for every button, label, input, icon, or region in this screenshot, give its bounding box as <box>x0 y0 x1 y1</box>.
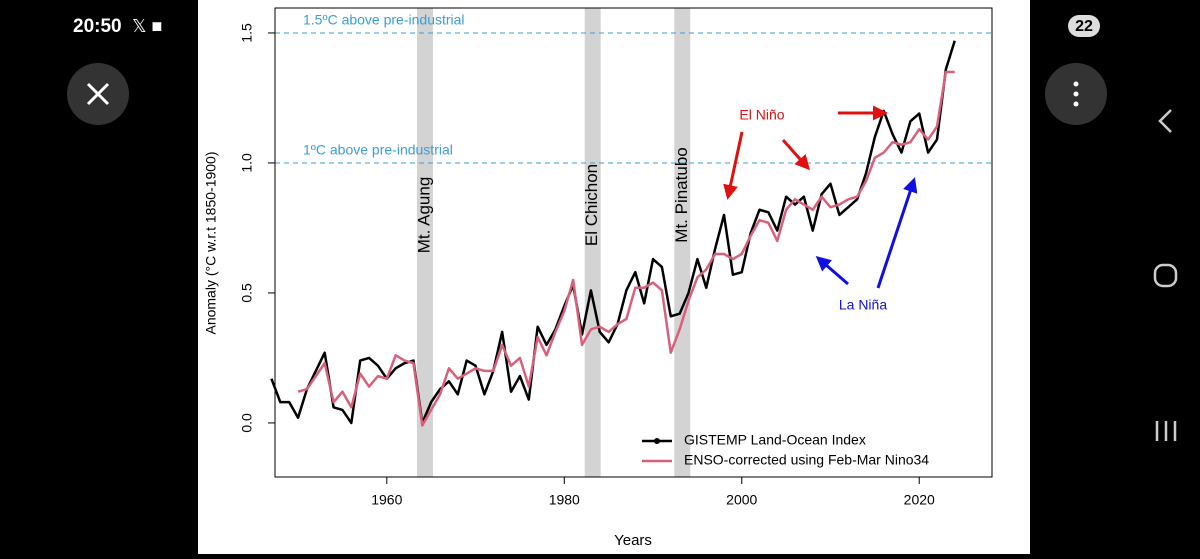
x-tick-label: 2000 <box>726 492 757 508</box>
series-line <box>297 70 955 427</box>
recents-button[interactable] <box>1155 421 1177 441</box>
legend-marker <box>654 438 660 444</box>
y-axis-label: Anomaly (°C w.r.t 1850-1900) <box>203 151 219 334</box>
y-tick-label: 0.5 <box>239 283 255 303</box>
clock: 20:50 <box>73 16 122 37</box>
annotation: El Niño <box>739 107 784 123</box>
y-tick-label: 0.0 <box>239 413 255 433</box>
annotation: La Niña <box>839 297 887 313</box>
legend-label: GISTEMP Land-Ocean Index <box>684 432 866 448</box>
chart: Mt. Agung El Chichon Mt. Pinatubo 1.5ºC abo… <box>239 7 993 508</box>
y-tick-label: 1.5 <box>239 23 255 43</box>
chart-background <box>198 0 1030 554</box>
period-label: El Chichon <box>582 164 601 246</box>
x-tick-label: 1960 <box>371 492 402 508</box>
x-tick-label: 2020 <box>904 492 935 508</box>
la-nina-arrows <box>815 177 918 289</box>
x-tick-label: 1980 <box>549 492 580 508</box>
reference-label: 1ºC above pre-industrial <box>303 142 453 158</box>
status-icons: 𝕏 ■ <box>132 16 162 36</box>
back-button[interactable] <box>1158 109 1172 133</box>
shaded-period <box>584 8 601 477</box>
battery-level: 22 <box>1075 18 1093 35</box>
series-line <box>270 40 956 425</box>
battery <box>1068 15 1100 37</box>
reference-label: 1.5ºC above pre-industrial <box>303 12 465 28</box>
shaded-period <box>416 8 433 477</box>
home-button[interactable] <box>1153 263 1178 288</box>
close-button[interactable] <box>67 63 129 125</box>
el-nino-arrows <box>723 105 888 200</box>
shaded-period <box>674 8 691 477</box>
menu-button[interactable] <box>1045 63 1107 125</box>
legend-label: ENSO-corrected using Feb-Mar Nino34 <box>684 452 929 468</box>
period-label: Mt. Agung <box>414 177 433 254</box>
plot-frame <box>274 7 993 478</box>
x-axis-label: Years <box>614 532 652 549</box>
period-label: Mt. Pinatubo <box>672 147 691 242</box>
y-tick-label: 1.0 <box>239 153 255 173</box>
